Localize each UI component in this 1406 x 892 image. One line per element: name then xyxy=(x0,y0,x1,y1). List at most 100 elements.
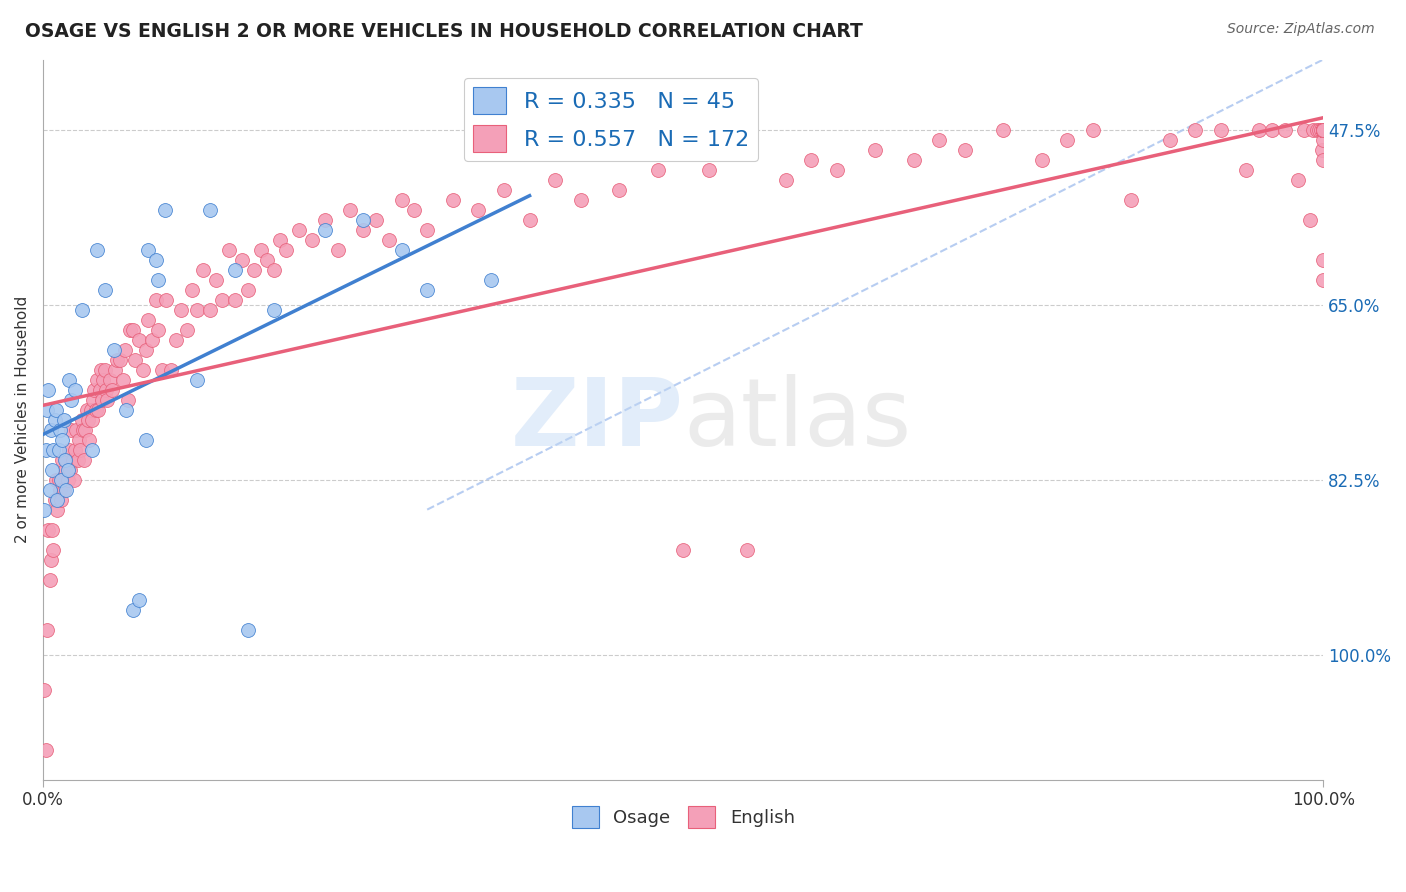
Point xyxy=(903,153,925,167)
Point xyxy=(52,412,75,426)
Point xyxy=(93,362,115,376)
Point xyxy=(41,462,63,476)
Point xyxy=(1312,122,1334,136)
Point xyxy=(96,392,118,407)
Point xyxy=(35,442,58,457)
Point xyxy=(1312,122,1334,136)
Point xyxy=(34,502,56,516)
Point xyxy=(1312,122,1334,136)
Point xyxy=(86,243,108,257)
Point xyxy=(800,153,823,167)
Point xyxy=(35,742,58,756)
Point xyxy=(301,233,323,247)
Point xyxy=(37,523,59,537)
Point xyxy=(569,193,592,207)
Point xyxy=(48,442,70,457)
Point xyxy=(103,343,125,357)
Point xyxy=(82,392,104,407)
Point xyxy=(211,293,233,307)
Point xyxy=(1312,122,1334,136)
Point xyxy=(77,412,100,426)
Point xyxy=(80,442,103,457)
Point xyxy=(170,302,193,317)
Point xyxy=(128,592,150,607)
Point xyxy=(39,423,62,437)
Point xyxy=(1312,122,1334,136)
Point xyxy=(46,492,69,507)
Point xyxy=(1312,122,1334,136)
Legend: Osage, English: Osage, English xyxy=(564,799,801,836)
Point xyxy=(1312,122,1334,136)
Point xyxy=(91,392,114,407)
Point xyxy=(117,392,139,407)
Point xyxy=(70,412,93,426)
Point xyxy=(1312,122,1334,136)
Point xyxy=(1312,122,1334,136)
Point xyxy=(58,442,80,457)
Point xyxy=(35,623,58,637)
Y-axis label: 2 or more Vehicles in Household: 2 or more Vehicles in Household xyxy=(15,296,30,543)
Point xyxy=(77,433,100,447)
Point xyxy=(128,333,150,347)
Point xyxy=(70,302,93,317)
Point xyxy=(1299,212,1322,227)
Point xyxy=(193,262,215,277)
Point xyxy=(107,352,129,367)
Point xyxy=(1159,133,1181,147)
Point xyxy=(80,412,103,426)
Point xyxy=(825,162,848,177)
Point xyxy=(84,402,107,417)
Point xyxy=(1312,122,1334,136)
Point xyxy=(45,402,67,417)
Point xyxy=(263,302,285,317)
Point xyxy=(53,462,76,476)
Point xyxy=(83,383,105,397)
Point xyxy=(352,222,374,236)
Point xyxy=(1312,122,1334,136)
Point xyxy=(1312,122,1334,136)
Point xyxy=(58,373,80,387)
Point xyxy=(67,433,90,447)
Point xyxy=(1312,122,1334,136)
Point xyxy=(56,473,79,487)
Point xyxy=(114,343,136,357)
Point xyxy=(672,542,695,557)
Point xyxy=(101,383,124,397)
Point xyxy=(108,352,131,367)
Point xyxy=(51,433,73,447)
Point xyxy=(121,602,143,616)
Point xyxy=(1312,133,1334,147)
Point xyxy=(63,442,86,457)
Point xyxy=(1184,122,1206,136)
Point xyxy=(155,293,177,307)
Point xyxy=(45,473,67,487)
Point xyxy=(928,133,950,147)
Point xyxy=(148,272,170,286)
Point xyxy=(41,523,63,537)
Point xyxy=(186,302,208,317)
Point xyxy=(44,412,66,426)
Point xyxy=(1274,122,1296,136)
Point xyxy=(243,262,266,277)
Point xyxy=(1286,172,1309,186)
Point xyxy=(55,483,77,497)
Point xyxy=(1310,143,1333,157)
Point xyxy=(339,202,361,217)
Point xyxy=(467,202,489,217)
Point xyxy=(416,283,439,297)
Point xyxy=(1312,122,1334,136)
Point xyxy=(224,262,246,277)
Point xyxy=(111,373,134,387)
Point xyxy=(51,452,73,467)
Point xyxy=(288,222,311,236)
Point xyxy=(153,202,176,217)
Point xyxy=(1234,162,1257,177)
Point xyxy=(87,402,110,417)
Point xyxy=(224,293,246,307)
Point xyxy=(135,343,157,357)
Point xyxy=(73,452,96,467)
Point xyxy=(48,473,70,487)
Point xyxy=(1312,122,1334,136)
Point xyxy=(66,452,89,467)
Point xyxy=(56,462,79,476)
